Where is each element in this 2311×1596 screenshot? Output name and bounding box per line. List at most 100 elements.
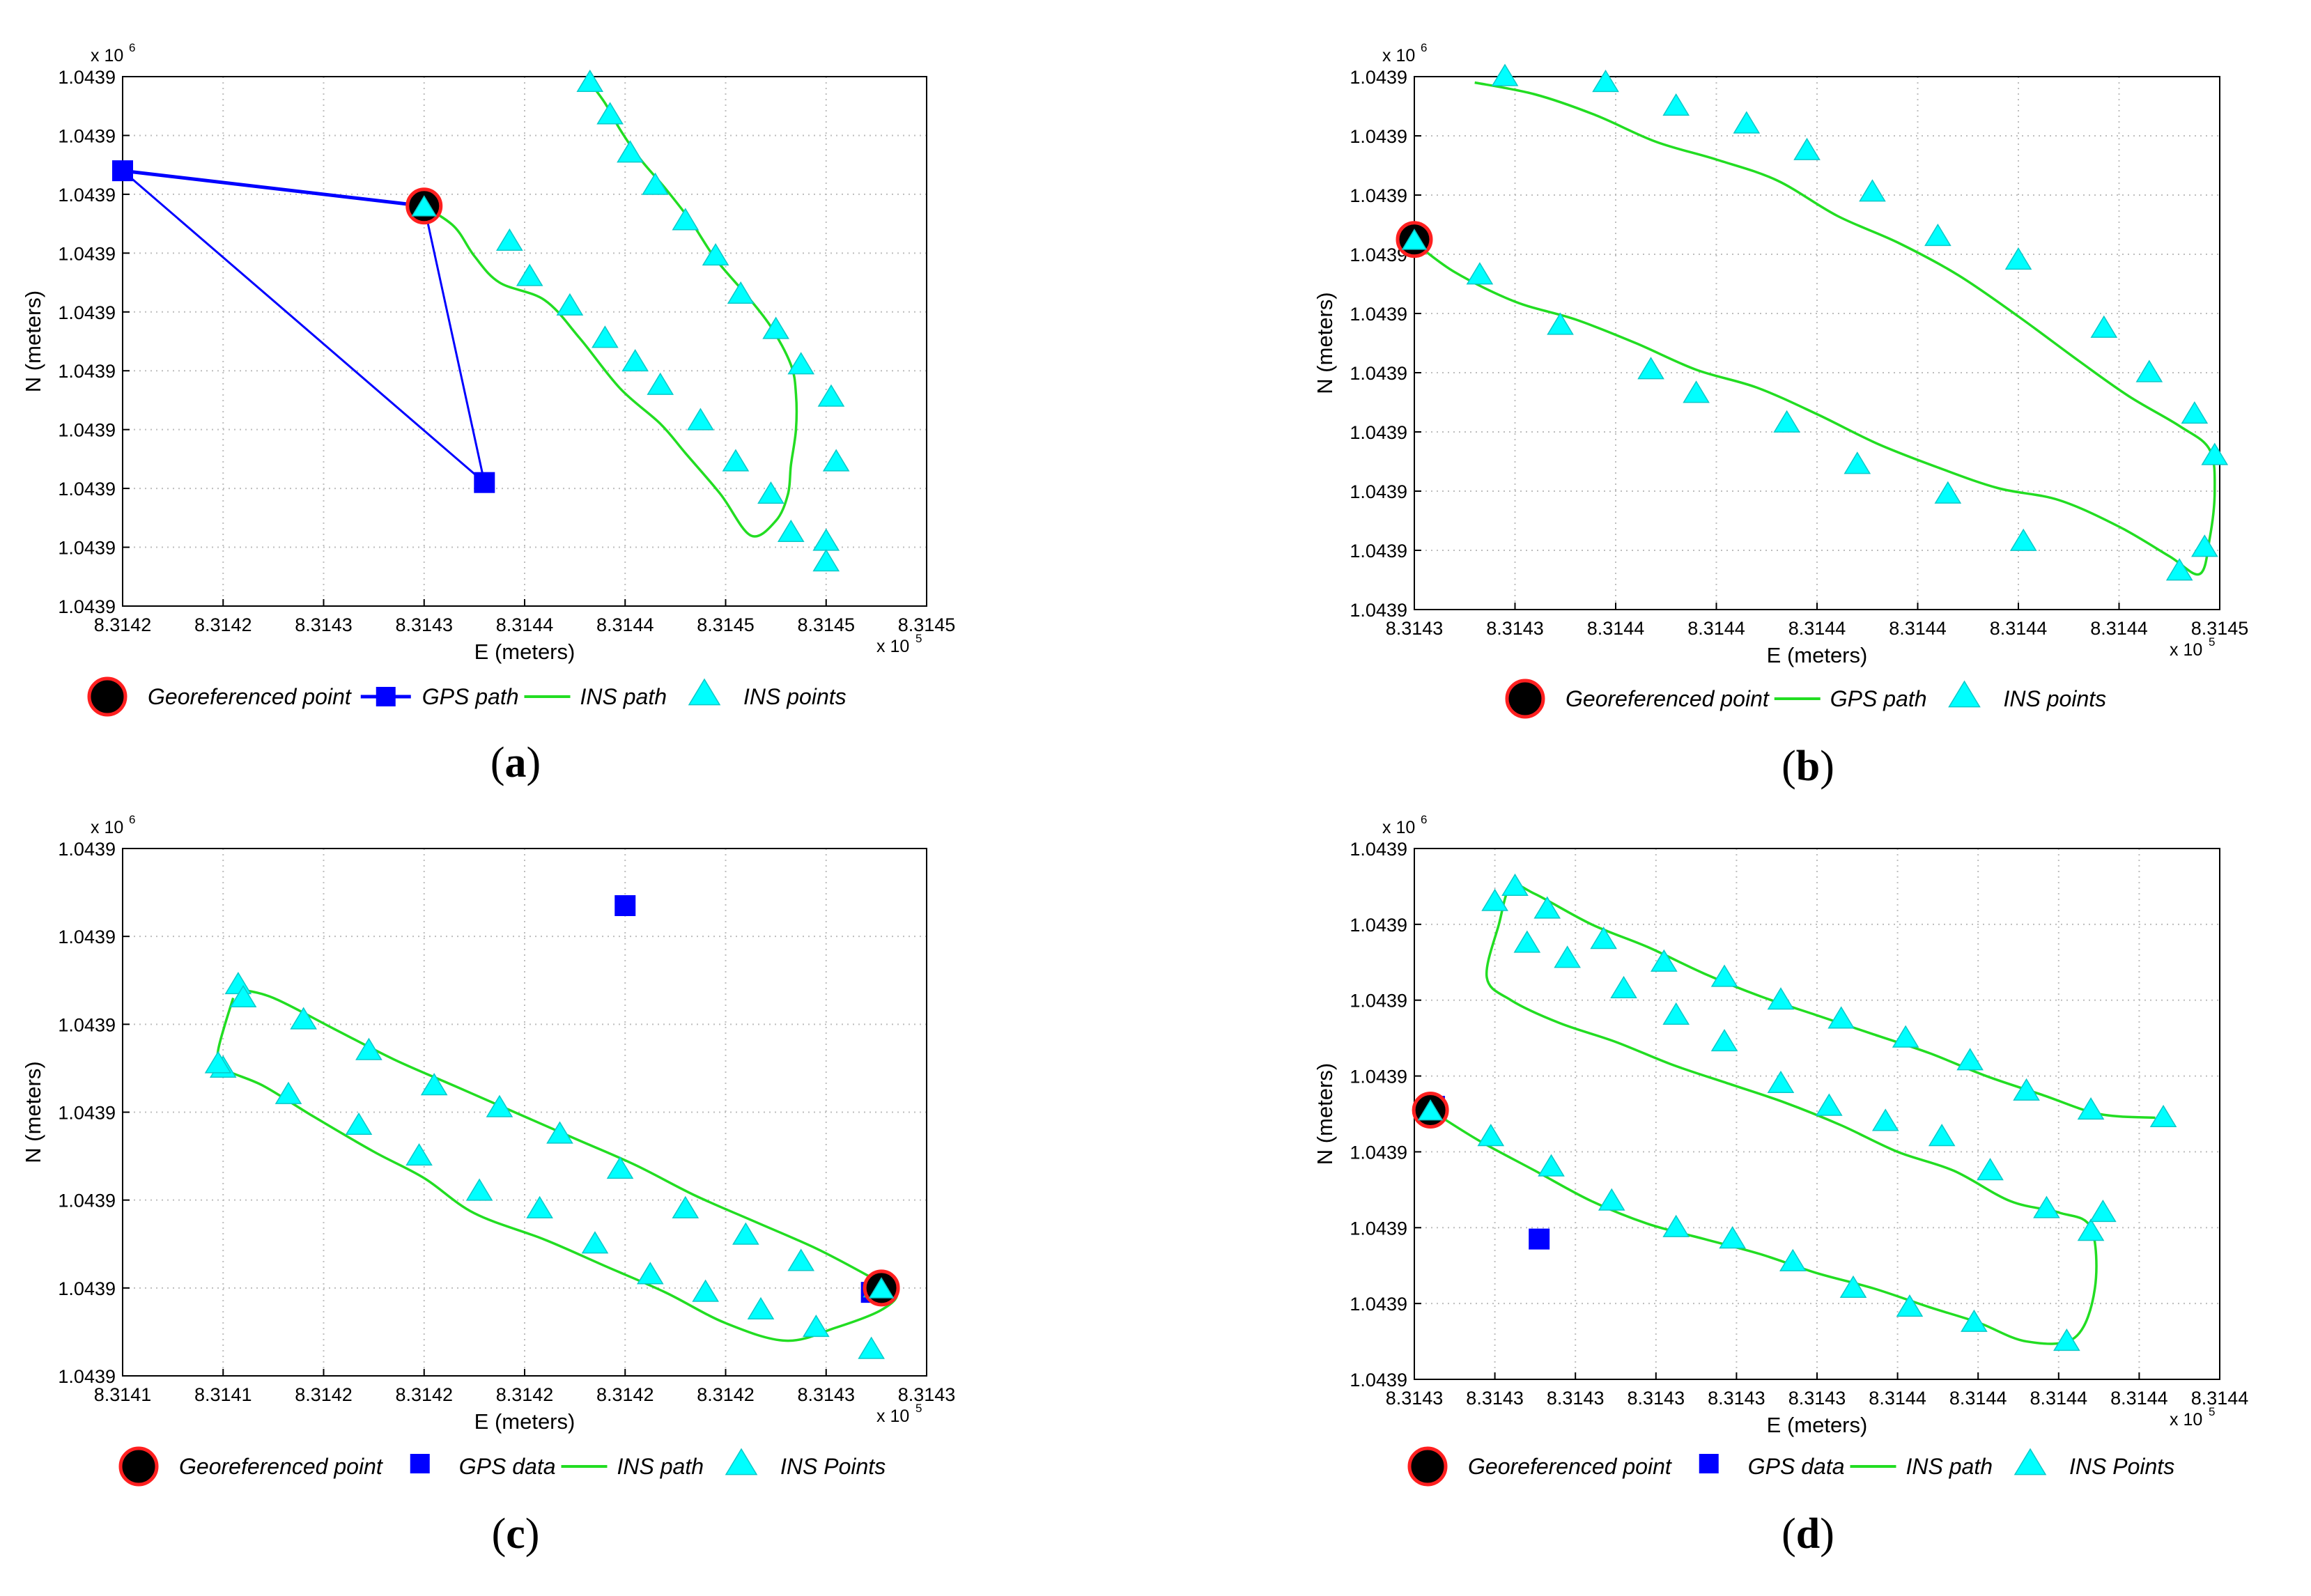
x-tick-label: 8.3143 [1386, 618, 1444, 639]
ins-points-marker [757, 481, 784, 504]
ins-points-marker [2053, 1328, 2080, 1351]
axes-box [1414, 76, 2220, 610]
y-exponent-power: 6 [129, 41, 135, 54]
panel-caption: (a) [490, 739, 541, 787]
legend-item: INS path [561, 1454, 704, 1479]
x-tick-label: 8.3143 [1708, 1388, 1765, 1409]
ins-points-marker [1767, 1070, 1795, 1094]
x-tick-label: 8.3144 [2191, 1388, 2249, 1409]
y-tick-label: 1.0439 [1350, 245, 1407, 265]
caption-open-paren: ( [492, 1510, 507, 1558]
legend-item: GPS data [1699, 1454, 1845, 1479]
legend-item: Georeferenced point [1407, 1446, 1672, 1487]
x-tick-label: 8.3144 [1949, 1388, 2007, 1409]
caption-close-paren: ) [527, 739, 541, 787]
caption-close-paren: ) [1820, 743, 1834, 790]
caption-open-paren: ( [490, 739, 505, 787]
ins-points-marker [556, 293, 584, 316]
panel-caption: (b) [1781, 743, 1834, 790]
ins-points-marker [1924, 223, 1951, 247]
ins-points-marker [647, 372, 674, 395]
y-tick-label: 1.0439 [58, 1191, 116, 1211]
legend-item: INS points [688, 678, 847, 709]
panel-d: 8.3143 8.3143 8.3143 8.3143 8.3143 8.3143 8.31… [1313, 813, 2248, 1558]
ins-points-marker [642, 172, 669, 195]
ins-points-marker [2004, 247, 2032, 270]
x-tick-label: 8.3144 [596, 614, 654, 635]
x-axis-label: E (meters) [1767, 643, 1868, 667]
caption-close-paren: ) [1820, 1510, 1834, 1558]
legend-circle-icon [1407, 1446, 1448, 1487]
y-tick-label: 1.0439 [1350, 126, 1407, 147]
ins-points-marker [405, 1143, 433, 1166]
legend-label: INS Points [780, 1454, 886, 1479]
ins-points-marker [204, 1051, 232, 1074]
ins-points-marker [1590, 927, 1617, 950]
legend-label: INS Points [2069, 1454, 2174, 1479]
legend-item: Georeferenced point [87, 676, 352, 717]
y-tick-label: 1.0439 [58, 361, 116, 382]
ins-points-marker [1767, 987, 1795, 1010]
legend-item: INS path [524, 684, 667, 709]
ins-points-marker [1491, 63, 1519, 86]
caption-letter: a [505, 739, 527, 787]
legend-label: INS path [580, 684, 667, 709]
y-exponent-base: x 10 [91, 46, 123, 65]
ins-points-marker [2181, 401, 2209, 424]
y-tick-label: 1.0439 [58, 1278, 116, 1299]
ins-points-marker [1598, 1188, 1625, 1211]
x-tick-label: 8.3142 [295, 1384, 353, 1405]
ins-points-marker [672, 1195, 700, 1218]
x-tick-label: 8.3143 [1547, 1388, 1605, 1409]
gps-path-marker [112, 160, 133, 182]
legend-item: INS path [1850, 1454, 1993, 1479]
ins-points-marker [672, 208, 700, 231]
x-tick-label: 8.3143 [797, 1384, 855, 1405]
y-tick-label: 1.0439 [1350, 991, 1407, 1012]
x-tick-label: 8.3142 [697, 1384, 755, 1405]
ins-points-marker [1637, 357, 1664, 380]
y-tick-label: 1.0439 [58, 1014, 116, 1035]
x-tick-label: 8.3142 [94, 614, 152, 635]
legend-square-icon [410, 1454, 430, 1473]
ins-points-marker [1592, 69, 1619, 93]
legend-label: Georeferenced point [1468, 1454, 1672, 1479]
ins-points-marker [2090, 315, 2118, 338]
x-tick-label: 8.3141 [194, 1384, 252, 1405]
ins-path-line [1430, 883, 2156, 1345]
ins-points-marker [1477, 1124, 1505, 1147]
legend-item: GPS path [360, 684, 519, 709]
gps-data-marker [1529, 1228, 1550, 1250]
ins-points-marker [1466, 262, 1494, 285]
legend-label: Georeferenced point [148, 684, 352, 709]
ins-points-marker [1961, 1309, 1988, 1332]
ins-points-marker [812, 528, 840, 551]
ins-points-marker [2033, 1195, 2060, 1218]
panel-a: 8.3142 8.3142 8.3143 8.3143 8.3144 8.3144 8.31… [21, 41, 955, 787]
panel-caption: (d) [1781, 1510, 1834, 1558]
ins-points-marker [345, 1112, 373, 1135]
x-tick-label: 8.3141 [94, 1384, 152, 1405]
ins-points-marker [465, 1178, 493, 1201]
x-exponent-power: 5 [2209, 635, 2215, 649]
gps-path-marker [474, 472, 495, 493]
caption-open-paren: ( [1781, 743, 1796, 790]
ins-points-marker [1662, 1002, 1690, 1025]
y-tick-label: 1.0439 [58, 420, 116, 441]
y-tick-label: 1.0439 [58, 1103, 116, 1124]
ins-points-marker [802, 1315, 830, 1338]
gps-path-segment [122, 169, 425, 208]
ins-path-line [423, 82, 798, 538]
ins-points-marker [722, 449, 750, 472]
ins-points-marker [1859, 179, 1886, 202]
x-tick-label: 8.3144 [1788, 618, 1846, 639]
axes-box [122, 76, 927, 607]
y-exponent-base: x 10 [1382, 46, 1415, 65]
x-exponent-base: x 10 [2170, 1410, 2202, 1430]
ins-points-marker [1773, 410, 1800, 433]
x-exponent-base: x 10 [876, 637, 909, 656]
ins-points-marker [822, 449, 850, 472]
ins-points-marker [687, 408, 714, 431]
x-tick-label: 8.3144 [2090, 618, 2148, 639]
legend-item: INS Points [2014, 1448, 2174, 1479]
